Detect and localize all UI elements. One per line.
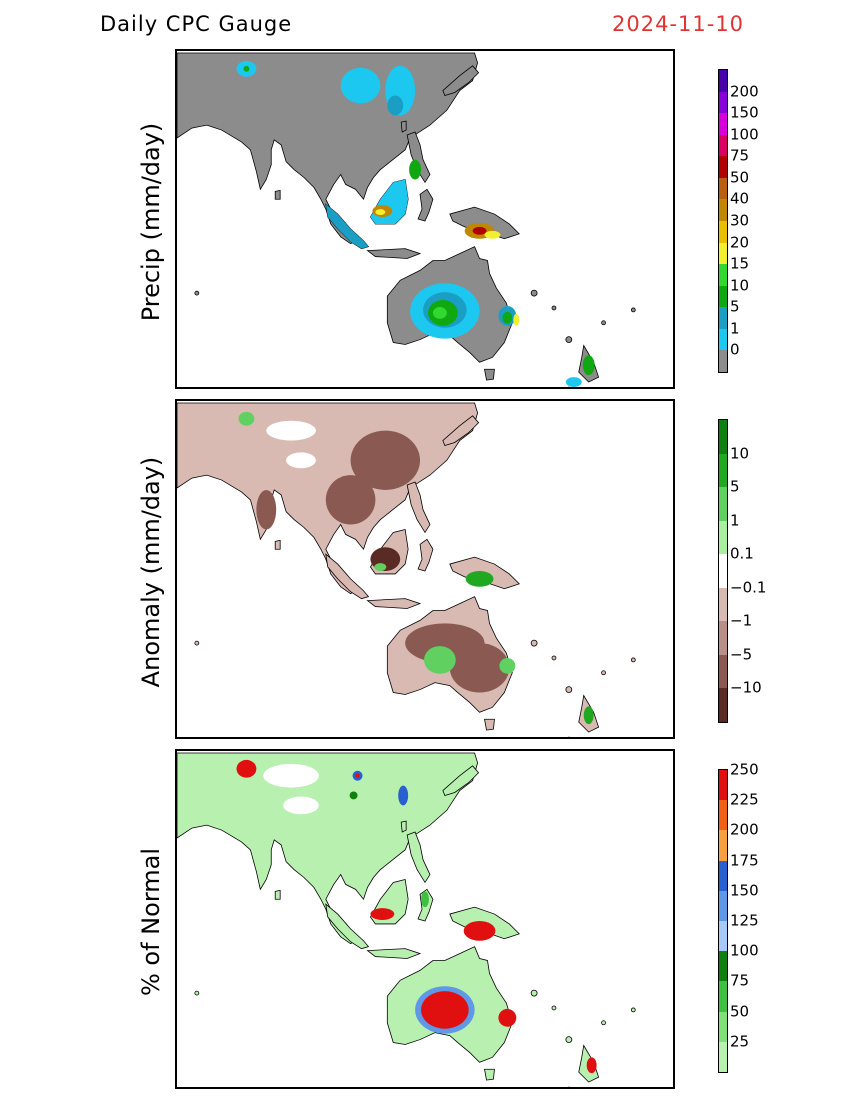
colorbar-swatch	[719, 860, 727, 891]
colorbar-swatch	[719, 242, 727, 265]
colorbar-swatch	[719, 587, 727, 622]
colorbar-swatch	[719, 156, 727, 178]
colorbar-swatch	[719, 264, 727, 286]
colorbar-swatch	[719, 830, 727, 861]
anomaly-colorbar	[718, 419, 728, 723]
percent-overlay	[236, 759, 597, 1074]
colorbar-tick-label: 20	[730, 233, 750, 252]
colorbar-swatch	[719, 1011, 727, 1042]
colorbar-swatch	[719, 487, 727, 521]
date-label: 2024-11-10	[612, 12, 745, 36]
precip-map	[175, 49, 675, 389]
colorbar-tick-label: −0.1	[730, 578, 767, 597]
colorbar-swatch	[719, 350, 727, 372]
colorbar-swatch	[719, 890, 727, 921]
colorbar-swatch	[719, 70, 727, 92]
colorbar-swatch	[719, 177, 727, 200]
colorbar-tick-label: 150	[730, 103, 759, 122]
colorbar-tick-label: 50	[730, 1002, 750, 1021]
colorbar-tick-label: 225	[730, 790, 759, 809]
colorbar-tick-label: 30	[730, 211, 750, 230]
colorbar-tick-label: 1	[730, 319, 740, 338]
colorbar-swatch	[719, 1041, 727, 1072]
colorbar-swatch	[719, 951, 727, 982]
colorbar-tick-label: −1	[730, 611, 753, 630]
colorbar-swatch	[719, 920, 727, 952]
colorbar-tick-label: 50	[730, 168, 750, 187]
colorbar-swatch	[719, 654, 727, 689]
colorbar-swatch	[719, 621, 727, 655]
colorbar-swatch	[719, 91, 727, 114]
colorbar-tick-label: 150	[730, 881, 759, 900]
colorbar-tick-label: 5	[730, 297, 740, 316]
colorbar-swatch	[719, 453, 727, 488]
chart-title: Daily CPC Gauge	[100, 12, 293, 36]
colorbar-swatch	[719, 770, 727, 801]
colorbar-tick-label: 5	[730, 477, 740, 496]
precip-colorbar	[718, 69, 728, 373]
precip-axis-label: Precip (mm/day)	[137, 122, 165, 322]
colorbar-tick-label: 15	[730, 254, 750, 273]
colorbar-swatch	[719, 134, 727, 157]
colorbar-swatch	[719, 307, 727, 329]
colorbar-swatch	[719, 981, 727, 1012]
colorbar-tick-label: 25	[730, 1032, 750, 1051]
colorbar-tick-label: 0.1	[730, 544, 754, 563]
anomaly-map	[175, 399, 675, 739]
colorbar-tick-label: 0	[730, 340, 740, 359]
colorbar-swatch	[719, 328, 727, 351]
colorbar-tick-label: 10	[730, 444, 750, 463]
colorbar-swatch	[719, 199, 727, 221]
colorbar-tick-label: 100	[730, 941, 759, 960]
colorbar-tick-label: 175	[730, 851, 759, 870]
colorbar-swatch	[719, 113, 727, 135]
colorbar-swatch	[719, 520, 727, 555]
colorbar-swatch	[719, 420, 727, 454]
colorbar-swatch	[719, 800, 727, 831]
colorbar-tick-label: 10	[730, 276, 750, 295]
colorbar-tick-label: 250	[730, 760, 759, 779]
colorbar-tick-label: 125	[730, 911, 759, 930]
anomaly-axis-label: Anomaly (mm/day)	[137, 456, 165, 688]
colorbar-swatch	[719, 285, 727, 308]
percent-colorbar	[718, 769, 728, 1073]
colorbar-swatch	[719, 688, 727, 722]
colorbar-tick-label: 100	[730, 125, 759, 144]
colorbar-tick-label: −10	[730, 678, 762, 697]
percent-map	[175, 749, 675, 1089]
colorbar-swatch	[719, 220, 727, 243]
colorbar-tick-label: −5	[730, 645, 753, 664]
colorbar-tick-label: 40	[730, 189, 750, 208]
colorbar-tick-label: 75	[730, 971, 750, 990]
precip-overlay	[236, 60, 595, 387]
percent-axis-label: % of Normal	[137, 847, 165, 997]
colorbar-tick-label: 75	[730, 146, 750, 165]
colorbar-tick-label: 1	[730, 511, 740, 530]
colorbar-tick-label: 200	[730, 82, 759, 101]
colorbar-tick-label: 200	[730, 820, 759, 839]
anomaly-overlay	[238, 411, 594, 725]
colorbar-swatch	[719, 554, 727, 588]
